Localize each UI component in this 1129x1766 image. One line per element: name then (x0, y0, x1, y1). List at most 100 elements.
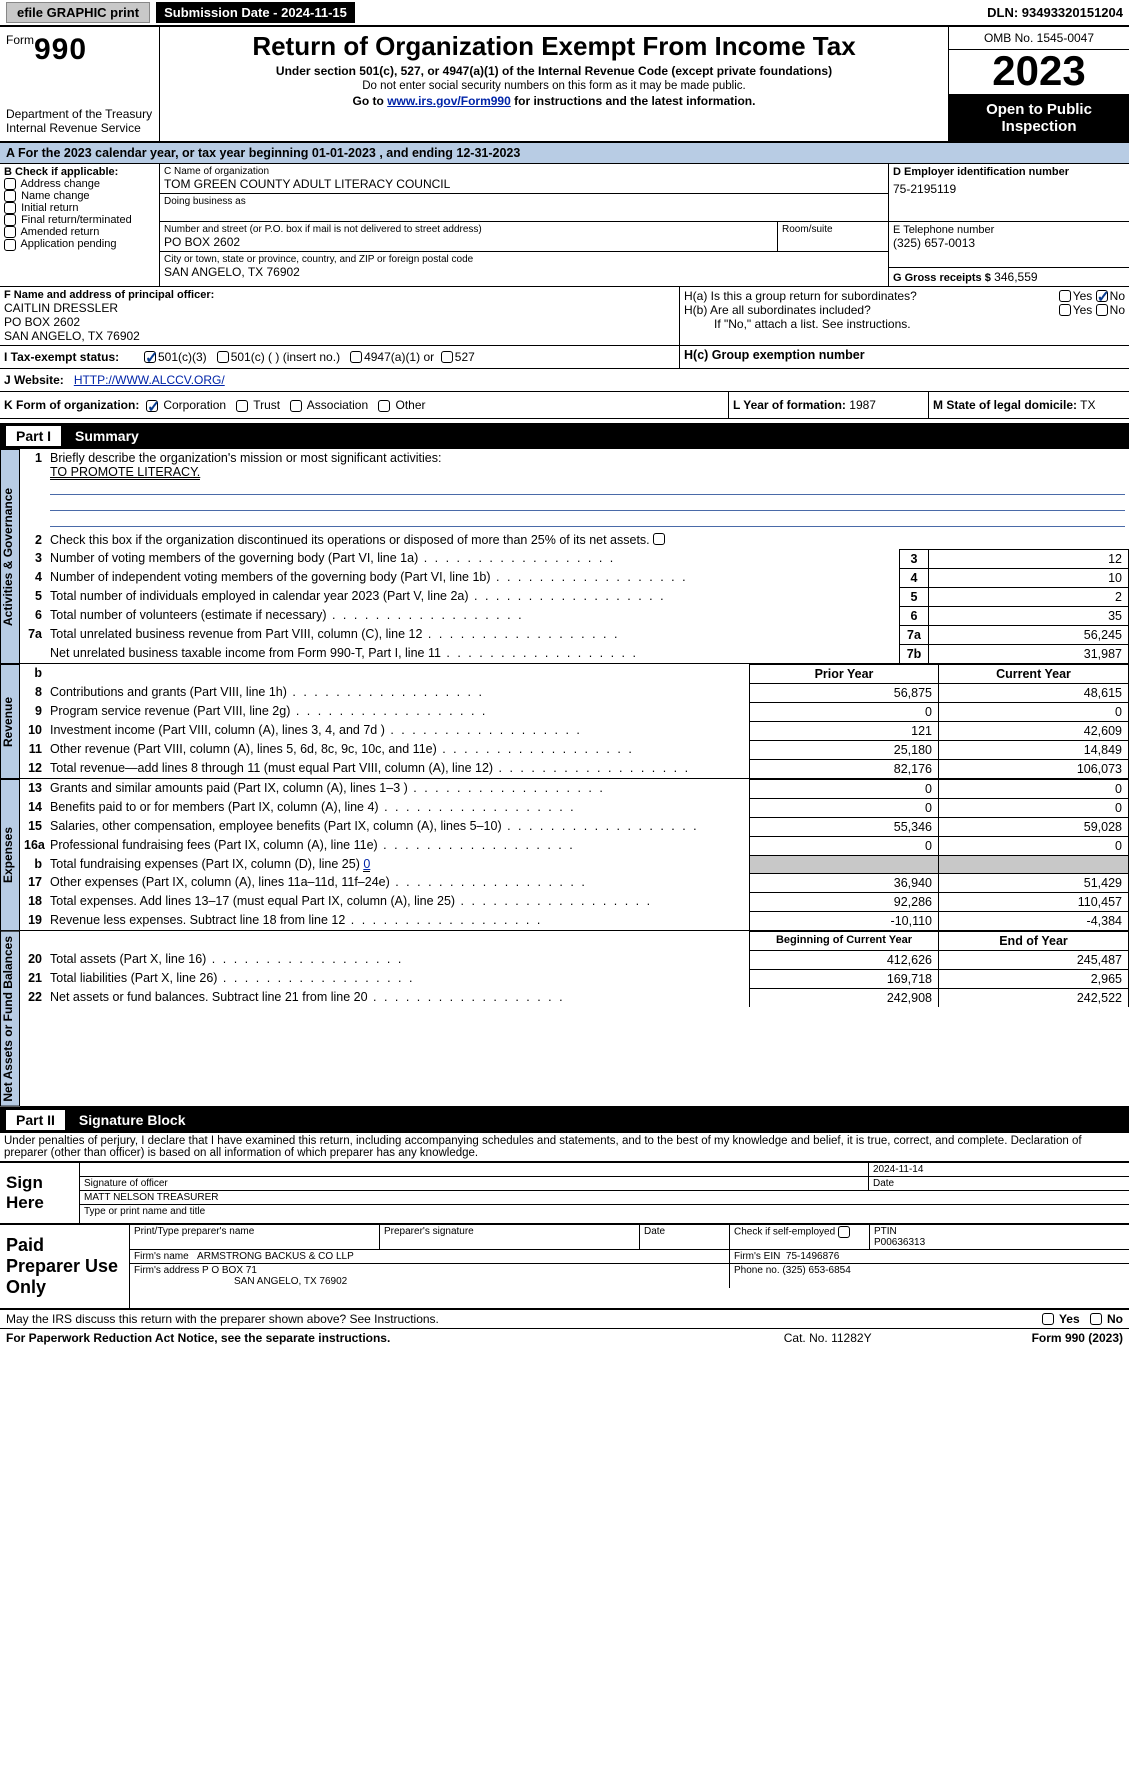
chk-initial[interactable] (4, 202, 16, 214)
current-year-head: Current Year (939, 664, 1129, 683)
mission-label: Briefly describe the organization's miss… (50, 451, 441, 465)
city-label: City or town, state or province, country… (164, 254, 884, 265)
chk-501c3[interactable] (144, 351, 156, 363)
chk-527[interactable] (441, 351, 453, 363)
data-line: 20Total assets (Part X, line 16)412,6262… (20, 950, 1129, 969)
data-line: 19Revenue less expenses. Subtract line 1… (20, 911, 1129, 930)
chk-name[interactable] (4, 190, 16, 202)
mission-value: TO PROMOTE LITERACY. (50, 465, 200, 480)
website-label: J Website: (4, 373, 64, 387)
data-line: 18Total expenses. Add lines 13–17 (must … (20, 892, 1129, 911)
line-16b-val: 0 (363, 857, 370, 872)
prior-year-head: Prior Year (749, 664, 939, 683)
end-year-head: End of Year (939, 931, 1129, 950)
part-1-label: Part I (6, 426, 61, 446)
tax-status-label: I Tax-exempt status: (4, 350, 144, 364)
row-a-tax-year: A For the 2023 calendar year, or tax yea… (0, 143, 1129, 164)
data-line: 14Benefits paid to or for members (Part … (20, 798, 1129, 817)
chk-address[interactable] (4, 178, 16, 190)
box-b-title: B Check if applicable: (4, 166, 155, 178)
data-line: 22Net assets or fund balances. Subtract … (20, 988, 1129, 1007)
form-header: Form990 Department of the Treasury Inter… (0, 27, 1129, 143)
year-formation: 1987 (849, 398, 876, 412)
chk-self-employed[interactable] (838, 1226, 850, 1238)
gov-line: 3Number of voting members of the governi… (20, 549, 1129, 568)
chk-4947[interactable] (350, 351, 362, 363)
part-1-header: Part I Summary (0, 423, 1129, 449)
data-line: 11Other revenue (Part VIII, column (A), … (20, 740, 1129, 759)
chk-corp[interactable] (146, 400, 158, 412)
phone-label: E Telephone number (893, 224, 1125, 236)
row-j: J Website: HTTP://WWW.ALCCV.ORG/ (0, 369, 1129, 392)
part-2-name: Signature Block (79, 1112, 186, 1128)
hc-label: H(c) Group exemption number (684, 348, 865, 362)
col-b-head: b (20, 664, 46, 683)
gov-line: Net unrelated business taxable income fr… (20, 644, 1129, 663)
data-line: 16aProfessional fundraising fees (Part I… (20, 836, 1129, 855)
chk-ha-yes[interactable] (1059, 290, 1071, 302)
year-formation-label: L Year of formation: (733, 398, 846, 412)
chk-hb-yes[interactable] (1059, 304, 1071, 316)
section-net-assets: Net Assets or Fund Balances Beginning of… (0, 931, 1129, 1107)
chk-amended[interactable] (4, 226, 16, 238)
gov-line: 7aTotal unrelated business revenue from … (20, 625, 1129, 644)
form-title: Return of Organization Exempt From Incom… (166, 31, 942, 62)
domicile: TX (1080, 398, 1095, 412)
gov-line: 6Total number of volunteers (estimate if… (20, 606, 1129, 625)
chk-app-pending[interactable] (4, 239, 16, 251)
efile-button[interactable]: efile GRAPHIC print (6, 2, 150, 23)
data-line: 8Contributions and grants (Part VIII, li… (20, 683, 1129, 702)
form990-link[interactable]: www.irs.gov/Form990 (387, 94, 511, 108)
officer-name-title-label: Type or print name and title (80, 1205, 1129, 1218)
instructions-link-row: Go to www.irs.gov/Form990 for instructio… (166, 94, 942, 108)
line-16b-num: b (20, 855, 46, 873)
part-1-name: Summary (75, 428, 139, 444)
chk-assoc[interactable] (290, 400, 302, 412)
row-f-h: F Name and address of principal officer:… (0, 287, 1129, 346)
ptin-value: P00636313 (874, 1237, 1125, 1248)
chk-discontinued[interactable] (653, 533, 665, 545)
ptin-label: PTIN (874, 1226, 1125, 1237)
row-klm: K Form of organization: Corporation Trus… (0, 392, 1129, 419)
section-revenue: Revenue b Prior Year Current Year 8Contr… (0, 664, 1129, 779)
chk-final[interactable] (4, 214, 16, 226)
street-label: Number and street (or P.O. box if mail i… (164, 224, 773, 235)
officer-street: PO BOX 2602 (4, 315, 675, 329)
top-bar: efile GRAPHIC print Submission Date - 20… (0, 0, 1129, 27)
chk-other[interactable] (378, 400, 390, 412)
hb-note: If "No," attach a list. See instructions… (684, 317, 1125, 331)
data-line: 15Salaries, other compensation, employee… (20, 817, 1129, 836)
chk-trust[interactable] (236, 400, 248, 412)
domicile-label: M State of legal domicile: (933, 398, 1077, 412)
part-2-header: Part II Signature Block (0, 1107, 1129, 1133)
gross-value: 346,559 (994, 270, 1037, 284)
street: PO BOX 2602 (164, 235, 773, 249)
officer-city: SAN ANGELO, TX 76902 (4, 329, 675, 343)
subtitle-2: Do not enter social security numbers on … (166, 80, 942, 92)
city: SAN ANGELO, TX 76902 (164, 265, 884, 279)
vtab-net: Net Assets or Fund Balances (0, 931, 20, 1107)
chk-discuss-no[interactable] (1090, 1313, 1102, 1325)
ein-value: 75-2195119 (893, 178, 1125, 196)
row-i-hc: I Tax-exempt status: 501(c)(3) 501(c) ( … (0, 346, 1129, 369)
dept-treasury: Department of the Treasury (6, 107, 153, 121)
irs-label: Internal Revenue Service (6, 121, 153, 135)
beg-year-head: Beginning of Current Year (749, 931, 939, 950)
chk-discuss-yes[interactable] (1042, 1313, 1054, 1325)
chk-hb-no[interactable] (1096, 304, 1108, 316)
vtab-governance: Activities & Governance (0, 449, 20, 664)
officer-label: F Name and address of principal officer: (4, 289, 675, 301)
submission-date: Submission Date - 2024-11-15 (156, 2, 355, 23)
phone-value: (325) 657-0013 (893, 236, 1125, 250)
firm-addr2: SAN ANGELO, TX 76902 (134, 1276, 347, 1287)
data-line: 12Total revenue—add lines 8 through 11 (… (20, 759, 1129, 778)
hb-label: H(b) Are all subordinates included? (684, 303, 1059, 317)
discuss-row: May the IRS discuss this return with the… (0, 1310, 1129, 1328)
data-line: 21Total liabilities (Part X, line 26)169… (20, 969, 1129, 988)
chk-501c[interactable] (217, 351, 229, 363)
gross-label: G Gross receipts $ (893, 272, 991, 284)
vtab-revenue: Revenue (0, 664, 20, 779)
chk-ha-no[interactable] (1096, 290, 1108, 302)
website-link[interactable]: HTTP://WWW.ALCCV.ORG/ (74, 373, 225, 387)
firm-name: ARMSTRONG BACKUS & CO LLP (197, 1251, 354, 1262)
